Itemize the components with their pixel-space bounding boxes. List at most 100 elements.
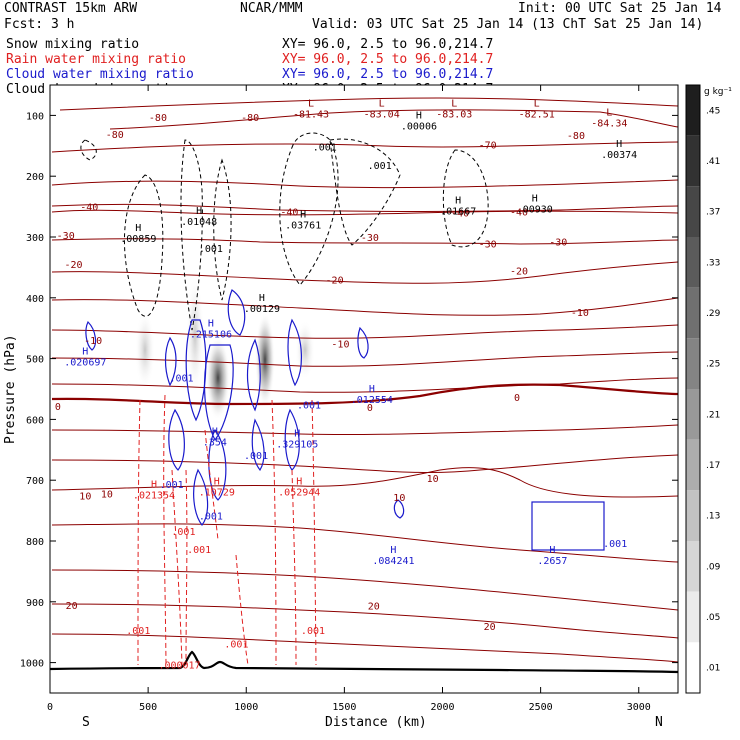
contour-label: -20 — [326, 276, 344, 287]
isotherm-minus60 — [51, 179, 679, 189]
extremum-marker: .001 — [224, 639, 248, 650]
x-tick-label: 2000 — [430, 702, 454, 713]
cw-contour-4 — [227, 289, 246, 336]
colorbar-swatch — [686, 85, 700, 136]
contour-label: -10 — [331, 339, 349, 350]
colorbar-label: .29 — [706, 309, 721, 319]
contour-label: 10 — [393, 493, 405, 504]
extremum-marker: .001 — [368, 161, 392, 172]
cw-contour-5 — [203, 344, 234, 442]
extremum-marker: H — [455, 196, 461, 207]
extremum-marker: .001 — [301, 626, 325, 637]
contour-label: 10 — [101, 490, 113, 501]
x-axis: 0 500 1000 1500 2000 2500 3000 — [47, 85, 651, 713]
isotherm-minus40 — [51, 209, 679, 216]
isotherm-minus80 — [109, 109, 679, 130]
isotherm-minus70 — [51, 141, 679, 153]
colorbar-swatch — [686, 439, 700, 491]
extremum-marker: H — [212, 427, 218, 438]
contour-label: 0 — [514, 393, 520, 404]
extremum-marker: .001 — [244, 451, 268, 462]
extremum-value: .354 — [203, 438, 227, 449]
extremum-value: .215106 — [190, 329, 232, 340]
y-tick-label: 1000 — [20, 659, 44, 670]
extremum-marker: H — [300, 210, 306, 221]
model-title: CONTRAST 15km ARW — [4, 1, 137, 16]
extremum-marker: .001 — [187, 545, 211, 556]
contour-label: -20 — [65, 260, 83, 271]
isotherm-minus30 — [51, 238, 679, 245]
contour-label: 10 — [427, 474, 439, 485]
extremum-marker: L — [606, 107, 612, 118]
extremum-marker: H — [296, 476, 302, 487]
extremum-value: .03761 — [285, 221, 321, 232]
extremum-marker: .001 — [160, 480, 184, 491]
rain-water-contours — [137, 394, 317, 666]
extremum-marker: L — [379, 98, 385, 109]
forecast-hour: Fcst: 3 h — [4, 17, 74, 32]
colorbar-label: .09 — [706, 562, 721, 572]
colorbar-swatch — [686, 389, 700, 440]
extremum-marker: .001 — [603, 539, 627, 550]
contour-label: 10 — [79, 491, 91, 502]
field-xy-cloud-water: XY= 96.0, 2.5 to 96.0,214.7 — [282, 67, 493, 82]
colorbar-label: .33 — [706, 258, 720, 268]
colorbar-label: .25 — [706, 360, 720, 370]
cw-contour-15 — [531, 501, 605, 551]
contour-label: -40 — [451, 209, 469, 220]
ice-contour-3 — [213, 158, 232, 301]
extremum-marker: .001 — [126, 626, 150, 637]
extremum-marker: .001 — [199, 512, 223, 523]
field-xy-snow: XY= 96.0, 2.5 to 96.0,214.7 — [282, 37, 493, 52]
contour-label: 0 — [367, 403, 373, 414]
contour-label: -20 — [510, 266, 528, 277]
ice-contour-1 — [123, 174, 164, 317]
ice-contour-7 — [80, 139, 97, 161]
valid-time: Valid: 03 UTC Sat 25 Jan 14 (13 ChT Sat … — [312, 17, 703, 32]
contour-label: -30 — [361, 233, 379, 244]
isotherm-minus80-upper — [59, 97, 679, 111]
extremum-marker: H — [214, 476, 220, 487]
y-tick-label: 700 — [26, 476, 44, 487]
colorbar-label: .41 — [706, 157, 720, 167]
extremum-value: .00374 — [601, 150, 637, 161]
rain-contour-4 — [185, 469, 188, 666]
contour-labels: -80 -80 -80 -80 -70 -40 -40 -40 -40 -30 -30 -30 -30 -… — [55, 113, 589, 633]
x-tick-label: 3000 — [627, 702, 651, 713]
extremum-value: .052944 — [278, 487, 320, 498]
colorbar-label: .13 — [706, 512, 720, 522]
isotherm-plus10 — [51, 467, 679, 498]
snow-core-2 — [255, 312, 275, 408]
y-tick-label: 600 — [26, 415, 44, 426]
cw-contour-10 — [251, 418, 265, 472]
cw-contour-14 — [393, 499, 405, 519]
contour-label: -80 — [106, 130, 124, 141]
colorbar-swatch — [686, 591, 700, 643]
temperature-contours — [51, 97, 679, 663]
extremum-marker: .000017 — [158, 661, 200, 672]
isotherm-plus5 — [51, 454, 679, 474]
contour-label: -70 — [479, 141, 497, 152]
field-label-rain: Rain water mixing ratio — [6, 52, 186, 67]
extremum-marker: H — [151, 479, 157, 490]
extremum-value: .020697 — [64, 357, 106, 368]
south-label: S — [82, 715, 90, 730]
colorbar-label: .45 — [706, 106, 720, 116]
isotherm-zero — [51, 383, 679, 406]
contour-label: -30 — [549, 237, 567, 248]
rain-contour-9 — [311, 399, 317, 666]
cw-contour-7 — [287, 318, 303, 387]
contour-label: -30 — [57, 231, 75, 242]
colorbar-swatch — [686, 186, 700, 237]
contour-label: -30 — [479, 240, 497, 251]
extremum-value: .021354 — [133, 490, 175, 501]
contour-label: -80 — [567, 131, 585, 142]
extremum-marker: H — [135, 223, 141, 234]
contour-label: -40 — [280, 207, 298, 218]
colorbar-label: .37 — [706, 208, 720, 218]
isotherm-plus22 — [51, 633, 679, 663]
extremum-value: .2657 — [537, 556, 567, 567]
isotherm-minus10 — [51, 324, 679, 339]
extremum-marker: H — [369, 384, 375, 395]
